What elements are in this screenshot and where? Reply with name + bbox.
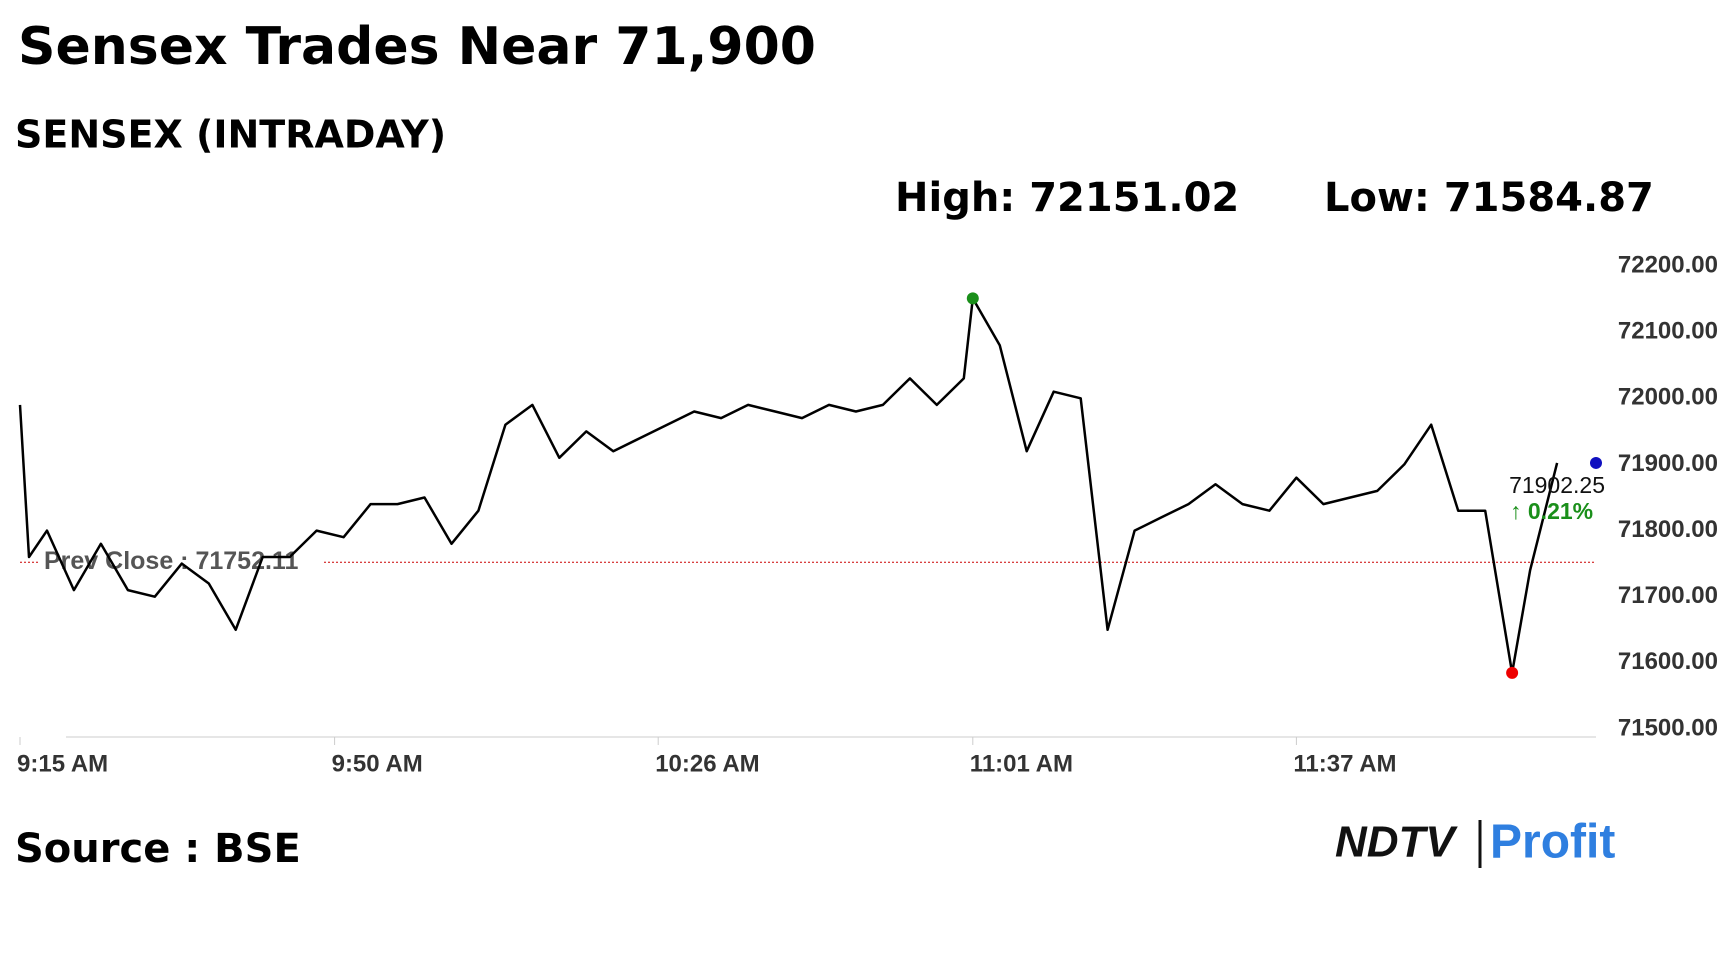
last-price-marker [1590, 456, 1602, 469]
x-tick-label: 11:01 AM [970, 750, 1073, 777]
y-tick-label: 72100.00 [1618, 317, 1718, 344]
y-tick-label: 71700.00 [1618, 582, 1718, 609]
x-tick-label: 9:15 AM [17, 750, 108, 777]
change-label: ↑ 0.21% [1510, 498, 1593, 524]
x-tick-label: 10:26 AM [655, 750, 759, 777]
logo-brand: NDTV [1335, 818, 1458, 867]
high-marker [966, 292, 979, 305]
price-line [18, 297, 1559, 675]
last-price-label: 71902.25 [1509, 472, 1605, 498]
x-tick-label: 9:50 AM [332, 750, 423, 777]
y-tick-label: 71800.00 [1618, 516, 1718, 543]
y-tick-label: 71500.00 [1618, 714, 1718, 741]
logo-product: Profit [1490, 816, 1615, 869]
prev-close-bg [40, 546, 322, 577]
high-label: High: 72151.02 [895, 175, 1239, 221]
source: Source : BSE [15, 826, 301, 872]
y-tick-label: 71600.00 [1618, 648, 1718, 675]
chart-subtitle: SENSEX (INTRADAY) [15, 113, 446, 157]
y-tick-label: 71900.00 [1618, 450, 1718, 477]
y-tick-label: 72000.00 [1618, 384, 1718, 411]
x-tick-label: 11:37 AM [1293, 750, 1396, 777]
low-label: Low: 71584.87 [1324, 175, 1654, 221]
low-marker [1506, 666, 1519, 679]
y-tick-label: 72200.00 [1618, 251, 1718, 278]
chart-title: Sensex Trades Near 71,900 [18, 17, 816, 77]
